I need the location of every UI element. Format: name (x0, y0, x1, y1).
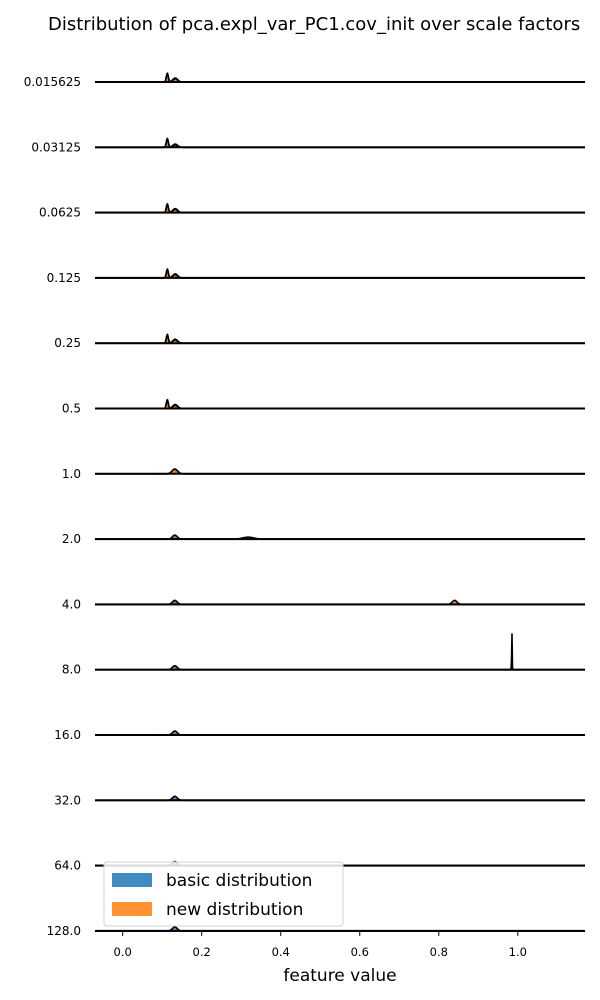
x-axis-label: feature value (283, 966, 396, 986)
new-density-outline (95, 268, 585, 279)
legend-frame (103, 861, 344, 927)
ridge-row: 0.125 (47, 268, 585, 285)
x-tick-label: 0.0 (114, 945, 132, 959)
legend: basic distribution new distribution (103, 861, 344, 927)
row-label: 64.0 (54, 859, 81, 873)
legend-swatch-basic (112, 873, 152, 887)
new-density-outline (95, 72, 585, 83)
row-label: 0.0625 (39, 206, 81, 220)
row-label: 4.0 (62, 597, 81, 611)
ridge-row: 4.0 (62, 597, 585, 611)
chart-title: Distribution of pca.expl_var_PC1.cov_ini… (48, 14, 580, 35)
row-label: 0.25 (54, 336, 81, 350)
x-tick-label: 0.2 (193, 945, 211, 959)
ridge-row: 128.0 (47, 924, 585, 938)
ridge-row: 0.03125 (31, 137, 585, 154)
row-label: 8.0 (62, 663, 81, 677)
row-label: 0.03125 (31, 140, 81, 154)
new-density-outline (95, 399, 585, 410)
x-tick-label: 0.8 (430, 945, 448, 959)
row-label: 32.0 (54, 793, 81, 807)
ridge-row: 8.0 (62, 633, 585, 677)
ridge-row: 0.25 (54, 333, 585, 350)
legend-label-new: new distribution (166, 900, 303, 920)
ridge-row: 0.5 (62, 398, 585, 416)
ridge-row: 16.0 (54, 728, 585, 742)
legend-swatch-new (112, 902, 152, 916)
x-tick-label: 0.6 (351, 945, 369, 959)
x-axis: 0.0 0.2 0.4 0.6 0.8 1.0 (114, 930, 527, 959)
row-label: 0.125 (47, 271, 81, 285)
row-label: 16.0 (54, 728, 81, 742)
ridge-rows: 0.015625 0.03125 0.0625 0.125 0.25 0.5 1.0 2.0 4… (24, 72, 585, 938)
ridge-row: 0.015625 (24, 72, 585, 89)
ridge-row: 0.0625 (39, 202, 585, 220)
new-density-outline (95, 334, 585, 344)
row-label: 0.5 (62, 402, 81, 416)
row-label: 0.015625 (24, 75, 81, 89)
new-density-outline (95, 138, 585, 149)
row-label: 2.0 (62, 532, 81, 546)
row-label: 1.0 (62, 467, 81, 481)
row-label: 128.0 (47, 924, 81, 938)
ridge-row: 1.0 (62, 467, 585, 481)
ridge-row: 32.0 (54, 793, 585, 807)
new-density-outline (95, 633, 585, 671)
legend-label-basic: basic distribution (166, 871, 312, 891)
x-tick-label: 1.0 (509, 945, 527, 959)
x-tick-label: 0.4 (272, 945, 290, 959)
new-density-outline (95, 203, 585, 214)
ridge-row: 2.0 (62, 532, 585, 546)
